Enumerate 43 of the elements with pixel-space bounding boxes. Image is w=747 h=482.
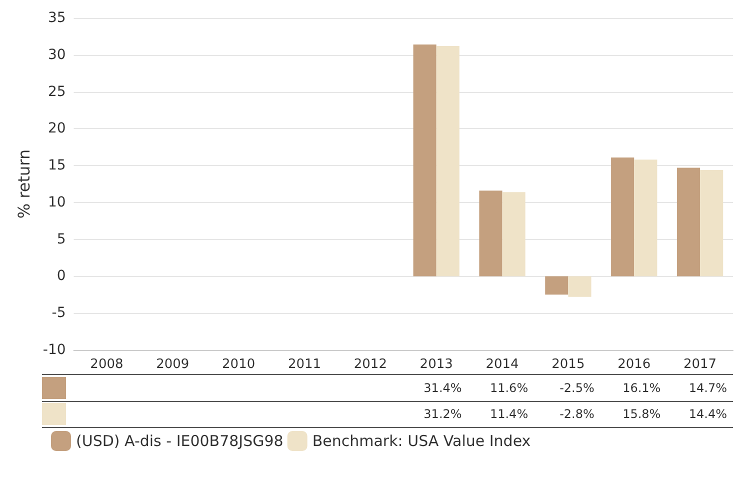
y-tick-label: 25 [48, 84, 66, 100]
x-tick-label: 2010 [222, 357, 256, 372]
data-label: 16.1% [622, 381, 661, 395]
data-label: 11.4% [488, 407, 528, 421]
bar [545, 276, 568, 295]
x-tick-label: 2014 [486, 357, 519, 372]
data-label: 31.4% [422, 381, 462, 395]
data-label: 14.4% [688, 407, 727, 421]
x-tick-label: 2008 [90, 357, 124, 372]
x-tick-label: 2009 [156, 357, 190, 372]
y-axis-title: % return [14, 149, 34, 219]
bar [413, 44, 436, 276]
y-tick-label: 35 [48, 10, 66, 26]
y-tick-label: 0 [56, 268, 66, 284]
bar [479, 190, 502, 276]
y-tick-label: -10 [42, 342, 66, 358]
x-tick-label: 2013 [420, 357, 453, 372]
y-tick-label: 15 [48, 158, 66, 174]
legend-label: (USD) A-dis - IE00B78JSG98 [76, 432, 284, 450]
y-tick-label: 10 [48, 194, 66, 210]
y-tick-label: 20 [48, 120, 66, 137]
x-tick-label: 2012 [354, 357, 387, 372]
bar [611, 157, 634, 276]
y-tick-label: -5 [52, 305, 66, 322]
data-label: -2.8% [558, 407, 594, 421]
data-label: -2.5% [558, 381, 594, 395]
bar [700, 170, 724, 276]
data-label: 15.8% [622, 407, 661, 421]
x-tick-label: 2015 [552, 357, 585, 372]
legend-label: Benchmark: USA Value Index [312, 432, 531, 450]
x-tick-label: 2017 [683, 357, 717, 372]
bar [436, 46, 460, 276]
x-tick-label: 2011 [288, 357, 322, 372]
bar [676, 168, 700, 276]
bar [634, 160, 658, 276]
data-label: 11.6% [488, 381, 528, 395]
y-tick-label: 5 [56, 231, 66, 248]
bar [568, 276, 592, 297]
bar [502, 192, 526, 276]
data-label: 31.2% [422, 407, 462, 421]
data-label: 14.7% [688, 381, 727, 395]
y-tick-label: 30 [48, 46, 66, 63]
x-tick-label: 2016 [618, 357, 651, 372]
